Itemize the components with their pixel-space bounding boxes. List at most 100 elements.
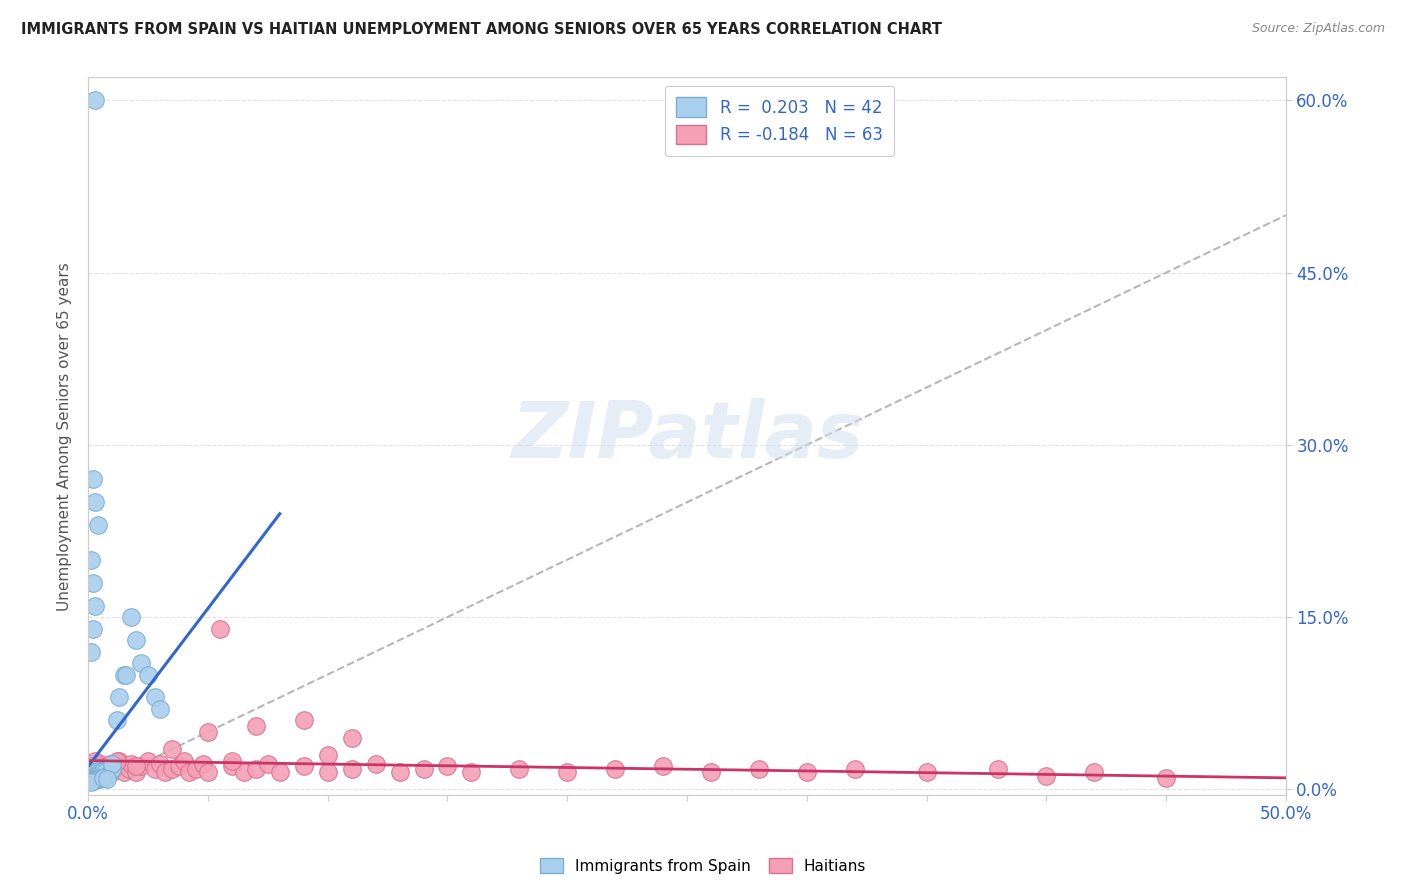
- Point: [316, 765, 339, 780]
- Point: [96, 772, 118, 786]
- Point: [94, 765, 117, 780]
- Point: [987, 762, 1010, 776]
- Legend: Immigrants from Spain, Haitians: Immigrants from Spain, Haitians: [533, 852, 873, 880]
- Point: [84, 773, 107, 788]
- Point: [112, 765, 135, 780]
- Point: [105, 754, 128, 768]
- Point: [89, 767, 111, 781]
- Point: [101, 762, 124, 776]
- Point: [340, 762, 363, 776]
- Point: [79, 764, 101, 778]
- Point: [197, 725, 219, 739]
- Text: ZIPatlas: ZIPatlas: [510, 398, 863, 475]
- Point: [84, 754, 107, 768]
- Legend: R =  0.203   N = 42, R = -0.184   N = 63: R = 0.203 N = 42, R = -0.184 N = 63: [665, 86, 894, 156]
- Point: [153, 765, 176, 780]
- Point: [101, 757, 124, 772]
- Point: [292, 714, 315, 728]
- Point: [160, 742, 183, 756]
- Point: [605, 762, 627, 776]
- Point: [98, 757, 121, 772]
- Point: [101, 765, 124, 780]
- Point: [125, 633, 148, 648]
- Point: [160, 762, 183, 776]
- Point: [89, 772, 111, 786]
- Point: [1083, 765, 1105, 780]
- Point: [82, 759, 104, 773]
- Point: [84, 599, 107, 613]
- Y-axis label: Unemployment Among Seniors over 65 years: Unemployment Among Seniors over 65 years: [58, 262, 72, 611]
- Point: [115, 667, 138, 681]
- Point: [82, 622, 104, 636]
- Point: [87, 771, 110, 785]
- Point: [136, 667, 159, 681]
- Point: [96, 762, 118, 776]
- Point: [87, 518, 110, 533]
- Point: [89, 765, 111, 780]
- Point: [89, 757, 111, 772]
- Point: [94, 759, 117, 773]
- Point: [112, 667, 135, 681]
- Point: [221, 759, 243, 773]
- Point: [388, 765, 411, 780]
- Point: [91, 771, 114, 785]
- Point: [460, 765, 482, 780]
- Point: [340, 731, 363, 745]
- Point: [256, 757, 278, 772]
- Point: [98, 766, 121, 780]
- Point: [105, 759, 128, 773]
- Point: [173, 754, 195, 768]
- Point: [269, 765, 291, 780]
- Point: [87, 764, 110, 778]
- Point: [700, 765, 723, 780]
- Point: [245, 719, 267, 733]
- Point: [191, 757, 214, 772]
- Point: [555, 765, 578, 780]
- Point: [82, 575, 104, 590]
- Point: [79, 775, 101, 789]
- Point: [748, 762, 770, 776]
- Point: [91, 765, 114, 780]
- Point: [120, 610, 142, 624]
- Point: [82, 762, 104, 776]
- Point: [129, 656, 152, 670]
- Point: [197, 765, 219, 780]
- Point: [796, 765, 818, 780]
- Point: [436, 759, 458, 773]
- Point: [84, 768, 107, 782]
- Point: [82, 774, 104, 789]
- Point: [177, 765, 200, 780]
- Point: [87, 762, 110, 776]
- Point: [364, 757, 387, 772]
- Point: [184, 762, 207, 776]
- Point: [1035, 768, 1057, 782]
- Point: [105, 714, 128, 728]
- Point: [412, 762, 434, 776]
- Point: [292, 759, 315, 773]
- Point: [508, 762, 530, 776]
- Point: [915, 765, 938, 780]
- Point: [87, 767, 110, 781]
- Point: [108, 690, 131, 705]
- Point: [143, 762, 166, 776]
- Point: [245, 762, 267, 776]
- Point: [79, 644, 101, 658]
- Point: [96, 768, 118, 782]
- Point: [844, 762, 866, 776]
- Point: [125, 759, 148, 773]
- Point: [1154, 771, 1177, 785]
- Point: [136, 754, 159, 768]
- Point: [167, 759, 190, 773]
- Text: Source: ZipAtlas.com: Source: ZipAtlas.com: [1251, 22, 1385, 36]
- Point: [120, 757, 142, 772]
- Point: [208, 622, 231, 636]
- Point: [143, 690, 166, 705]
- Point: [84, 495, 107, 509]
- Point: [82, 759, 104, 773]
- Point: [118, 762, 141, 776]
- Point: [149, 702, 172, 716]
- Text: IMMIGRANTS FROM SPAIN VS HAITIAN UNEMPLOYMENT AMONG SENIORS OVER 65 YEARS CORREL: IMMIGRANTS FROM SPAIN VS HAITIAN UNEMPLO…: [21, 22, 942, 37]
- Point: [232, 765, 254, 780]
- Point: [125, 765, 148, 780]
- Point: [316, 747, 339, 762]
